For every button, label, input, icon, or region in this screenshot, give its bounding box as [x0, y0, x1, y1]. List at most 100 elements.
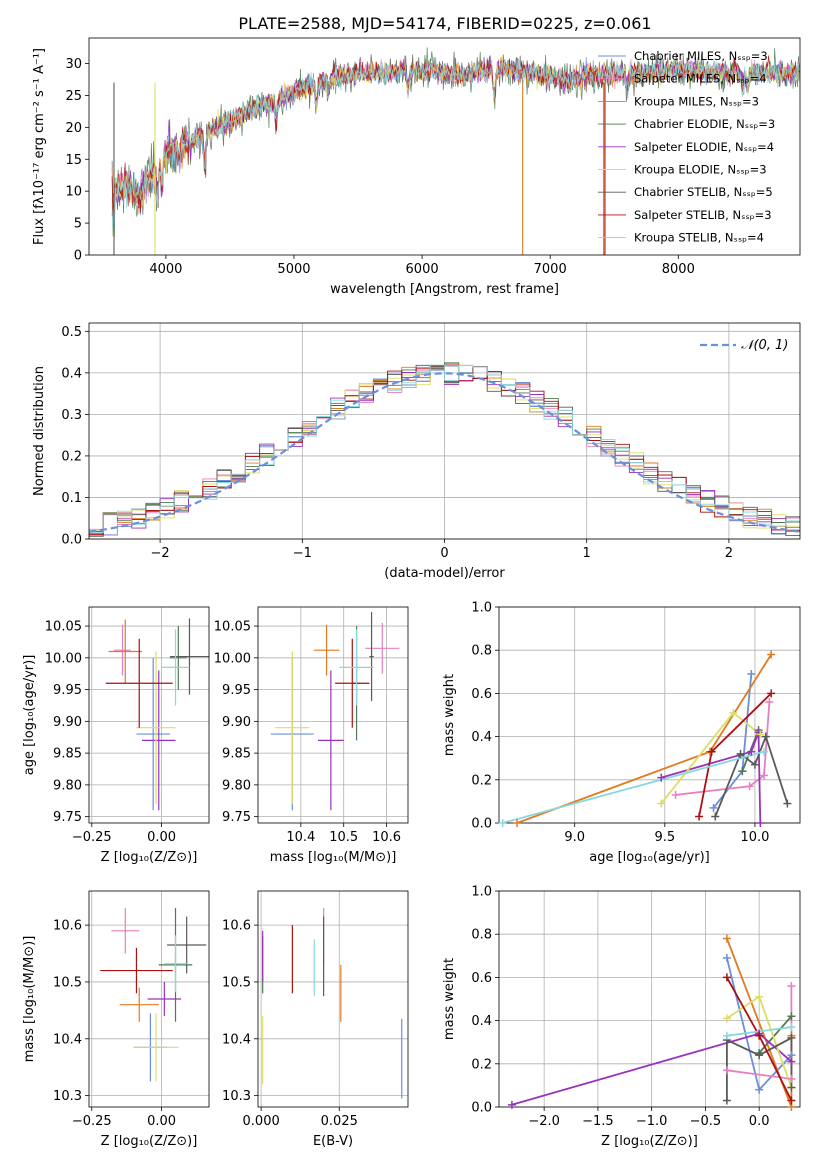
weight-marker: [787, 1074, 796, 1083]
spectrum-plot: 4000 5000 6000 7000 8000 0 5 10 15 20 25 30 waveleng…: [32, 37, 801, 297]
x-axis-label: mass [log₁₀(M/M⊙)]: [270, 850, 397, 865]
weight-marker: [761, 732, 770, 741]
y-tick-label: 10.6: [222, 919, 251, 934]
weight-marker: [711, 812, 720, 821]
plot-area: [105, 618, 209, 811]
weight-marker: [513, 819, 522, 827]
y-tick-label: 10.3: [222, 1089, 251, 1104]
y-tick-label: 0.1: [61, 491, 82, 506]
y-tick-label: 25: [65, 89, 82, 104]
y-tick-label: 9.95: [53, 683, 82, 698]
x-axis-label: (data-model)/error: [384, 566, 505, 581]
weight-marker: [722, 1066, 731, 1075]
x-tick-label: −1.0: [636, 1114, 668, 1129]
x-tick-label: 10.4: [286, 830, 315, 845]
y-tick-label: 0.4: [61, 366, 82, 381]
y-tick-label: 20: [65, 121, 82, 136]
weight-series-line: [516, 654, 772, 823]
legend-entry: Chabrier ELODIE, Nₛₛₚ=3: [634, 117, 775, 131]
weight-marker: [787, 1023, 796, 1032]
legend: Chabrier MILES, Nₛₛₚ=3 Salpeter MILES, Nₛ…: [598, 49, 775, 245]
weight-marker: [707, 747, 716, 756]
legend-entry: Salpeter ELODIE, Nₛₛₚ=4: [634, 140, 774, 154]
y-tick-label: 0.3: [61, 408, 82, 423]
weight-marker: [755, 1085, 764, 1094]
y-tick-label: 10.05: [214, 620, 251, 635]
x-tick-label: −0.5: [690, 1114, 722, 1129]
error-bar-point: [111, 908, 140, 954]
y-axis-label: mass weight: [442, 674, 457, 756]
legend-entry: Kroupa ELODIE, Nₛₛₚ=3: [634, 163, 767, 177]
age-vs-mass-plot: 10.4 10.5 10.6 9.75 9.80 9.85 9.90 9.95 10.00 10.…: [214, 606, 409, 865]
weight-marker: [750, 760, 759, 769]
weight-marker: [787, 982, 796, 991]
y-axis-label: mass [log₁₀(M/M⊙)]: [22, 936, 37, 1063]
legend-entry: Salpeter MILES, Nₛₛₚ=4: [634, 72, 767, 86]
y-tick-label: 0.0: [471, 817, 492, 832]
x-axis-label: age [log₁₀(age/yr)]: [589, 850, 710, 865]
y-tick-label: 30: [65, 57, 82, 72]
y-tick-label: 0.0: [471, 1101, 492, 1116]
y-tick-label: 0.4: [471, 730, 492, 745]
x-tick-label: 8000: [662, 262, 695, 277]
x-tick-label: 10.0: [740, 830, 769, 845]
legend-entry: Kroupa MILES, Nₛₛₚ=3: [634, 94, 759, 108]
weight-marker: [787, 1057, 796, 1066]
x-tick-label: 4000: [149, 262, 182, 277]
y-tick-label: 10.00: [45, 651, 82, 666]
error-bar-point: [169, 626, 187, 690]
figure-title: PLATE=2588, MJD=54174, FIBERID=0225, z=0…: [238, 14, 651, 33]
weight-marker: [722, 973, 731, 982]
error-bar-point: [147, 981, 182, 1017]
weight-marker: [755, 1051, 764, 1060]
histogram-step: [89, 364, 800, 533]
weight-marker: [722, 934, 731, 943]
error-bar-point: [105, 638, 173, 728]
axes-frame: [498, 606, 801, 824]
x-tick-label: 1: [583, 546, 591, 561]
y-tick-label: 9.95: [222, 683, 251, 698]
x-axis-label: Z [log₁₀(Z/Z⊙)]: [601, 1134, 698, 1149]
weight-marker: [747, 669, 756, 678]
x-tick-label: −1: [293, 546, 312, 561]
x-tick-label: 0.025: [321, 1114, 358, 1129]
error-bar-point: [142, 670, 176, 811]
y-tick-label: 9.85: [222, 747, 251, 762]
legend-entry: Salpeter STELIB, Nₛₛₚ=3: [634, 208, 772, 222]
y-tick-label: 10.5: [53, 975, 82, 990]
x-tick-label: 0: [440, 546, 448, 561]
y-tick-label: 0.2: [61, 449, 82, 464]
y-tick-label: 10.4: [222, 1032, 251, 1047]
y-tick-label: 0.2: [471, 773, 492, 788]
error-bar-point: [133, 1013, 179, 1082]
y-tick-label: 0: [74, 249, 82, 264]
error-bar-point: [335, 638, 370, 728]
y-tick-label: 9.80: [222, 778, 251, 793]
weight-vs-metallicity-plot: −2.0 −1.5 −1.0 −0.5 0.0 0.0 0.2 0.4 0.6 0.8 1.0 Z […: [442, 885, 801, 1149]
y-tick-label: 9.90: [53, 715, 82, 730]
x-tick-label: 10.6: [372, 830, 401, 845]
plot-area: [502, 654, 789, 823]
error-bar-point: [108, 619, 143, 684]
y-axis-label: Normed distribution: [32, 366, 47, 496]
weight-series-line: [502, 750, 765, 823]
weight-marker: [709, 803, 718, 812]
x-axis-label: E(B-V): [313, 1134, 353, 1149]
y-tick-label: 9.75: [222, 810, 251, 825]
weight-marker: [767, 689, 776, 698]
x-tick-label: 9.0: [564, 830, 585, 845]
plot-area: [262, 908, 403, 1099]
x-tick-label: −0.25: [72, 1114, 112, 1129]
weight-marker: [722, 953, 731, 962]
y-axis-label: Flux [fλ10⁻¹⁷ erg cm⁻² s⁻¹ A⁻¹]: [32, 48, 47, 245]
error-bar-point: [114, 624, 131, 676]
weight-marker: [787, 1033, 796, 1042]
legend-entry: Chabrier MILES, Nₛₛₚ=3: [634, 49, 768, 63]
x-tick-label: 10.5: [329, 830, 358, 845]
weight-marker: [755, 1031, 764, 1040]
weight-marker: [787, 1012, 796, 1021]
weight-vs-age-plot: 9.0 9.5 10.0 0.0 0.2 0.4 0.6 0.8 1.0 age [log₁₀(a…: [442, 601, 801, 865]
y-tick-label: 9.85: [53, 747, 82, 762]
weight-marker: [722, 1014, 731, 1023]
y-tick-label: 10.6: [53, 919, 82, 934]
